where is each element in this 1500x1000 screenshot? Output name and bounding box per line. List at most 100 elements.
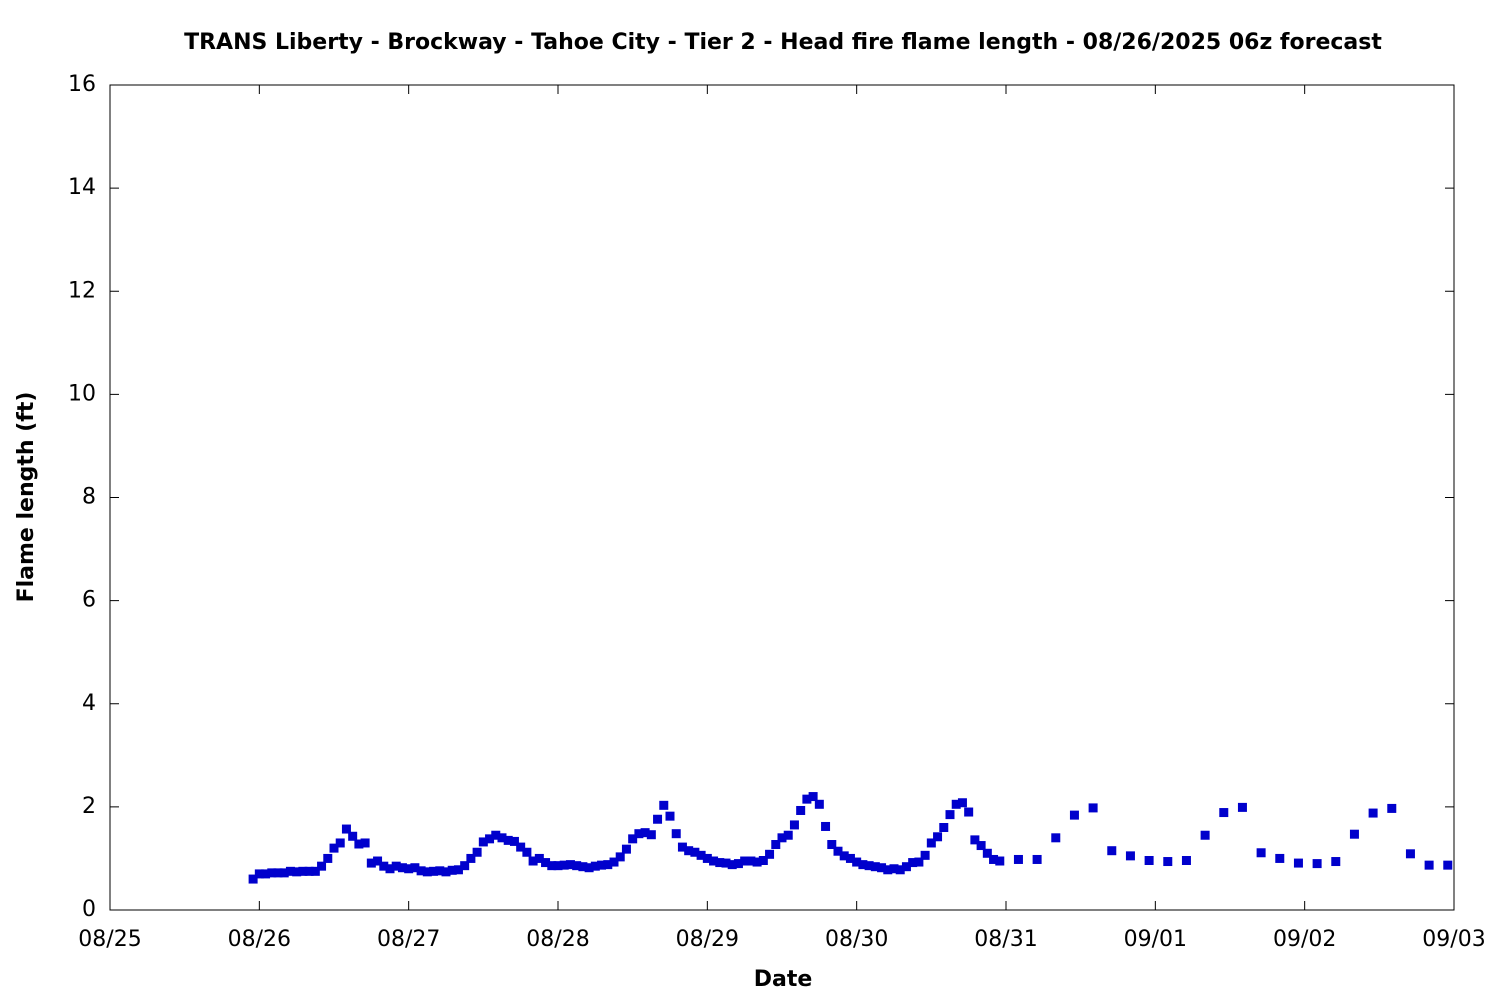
data-point [578, 862, 588, 872]
data-point [709, 856, 719, 866]
data-point [478, 837, 488, 847]
data-point [1293, 858, 1303, 868]
data-point [808, 792, 818, 802]
data-point [845, 853, 855, 863]
y-tick-label: 12 [68, 278, 96, 303]
data-point [422, 867, 432, 877]
data-point [1144, 856, 1154, 865]
y-tick-label: 2 [82, 794, 96, 819]
plot-frame [109, 84, 1455, 911]
data-point [839, 851, 849, 861]
x-tick-label: 08/29 [676, 927, 739, 952]
data-point [933, 832, 943, 842]
data-point [970, 835, 980, 845]
data-point [1368, 808, 1378, 818]
data-point [298, 866, 308, 876]
data-point [453, 865, 463, 875]
chart-title: TRANS Liberty - Brockway - Tahoe City - … [184, 30, 1382, 55]
data-point [864, 861, 874, 871]
data-point [945, 810, 955, 820]
data-point [1424, 860, 1434, 870]
data-point [1163, 857, 1173, 867]
data-point [684, 846, 694, 856]
data-point [1069, 810, 1079, 820]
data-point [989, 854, 999, 864]
data-point [341, 824, 351, 834]
data-point [528, 856, 538, 866]
x-tick-label: 08/28 [526, 927, 589, 952]
data-point [870, 862, 880, 872]
data-point [354, 839, 364, 849]
data-point [634, 829, 644, 839]
data-point [441, 867, 451, 877]
data-point [827, 840, 837, 850]
data-point [373, 856, 383, 866]
data-point [852, 857, 862, 867]
data-point [1200, 830, 1210, 840]
data-point [329, 843, 339, 853]
y-axis-label: Flame length (ft) [14, 392, 39, 603]
data-point [1051, 833, 1061, 843]
data-point [957, 798, 967, 808]
data-point [796, 805, 806, 815]
x-tick-label: 08/27 [377, 927, 440, 952]
data-point [1088, 803, 1098, 813]
data-point [466, 853, 476, 863]
data-point [883, 865, 893, 875]
data-point [920, 850, 930, 860]
x-tick-label: 09/02 [1273, 927, 1336, 952]
data-point [789, 820, 799, 830]
data-point [1125, 851, 1135, 861]
data-point [429, 866, 439, 876]
data-point [279, 868, 289, 878]
data-point [497, 833, 507, 843]
y-tick-label: 16 [68, 72, 96, 97]
data-point [939, 823, 949, 832]
data-point [553, 861, 563, 871]
data-point [547, 861, 557, 871]
data-point [267, 868, 277, 878]
data-point [541, 858, 551, 868]
data-point [951, 799, 961, 809]
data-point [1405, 849, 1415, 859]
data-point [1387, 803, 1397, 813]
data-point [435, 866, 445, 876]
data-point [653, 814, 663, 824]
data-point [491, 830, 501, 840]
data-point [397, 863, 407, 873]
data-point [1181, 856, 1191, 865]
x-tick-label: 08/25 [78, 927, 141, 952]
data-point [715, 858, 725, 868]
data-point [1256, 848, 1266, 858]
data-point [447, 865, 457, 875]
data-point [752, 857, 762, 867]
x-tick-label: 08/31 [974, 927, 1037, 952]
data-point [410, 863, 420, 873]
data-point [310, 866, 320, 876]
data-point [509, 836, 519, 846]
data-point [534, 853, 544, 863]
data-point [516, 842, 526, 852]
data-point [628, 834, 638, 844]
data-point [416, 866, 426, 876]
data-point [758, 856, 768, 865]
data-point [1107, 846, 1117, 856]
data-point [584, 863, 594, 873]
data-point [590, 861, 600, 871]
data-point [814, 799, 824, 809]
data-point [901, 862, 911, 872]
x-axis-label: Date [754, 967, 813, 992]
data-point [1312, 859, 1322, 869]
data-point [690, 847, 700, 857]
y-tick-label: 14 [68, 175, 96, 200]
data-point [771, 840, 781, 850]
data-point [665, 811, 675, 821]
data-point [572, 861, 582, 871]
data-point [621, 844, 631, 854]
data-point [777, 833, 787, 843]
data-point [360, 838, 370, 848]
data-point [696, 850, 706, 860]
y-tick-label: 10 [68, 381, 96, 406]
data-point [304, 866, 314, 876]
